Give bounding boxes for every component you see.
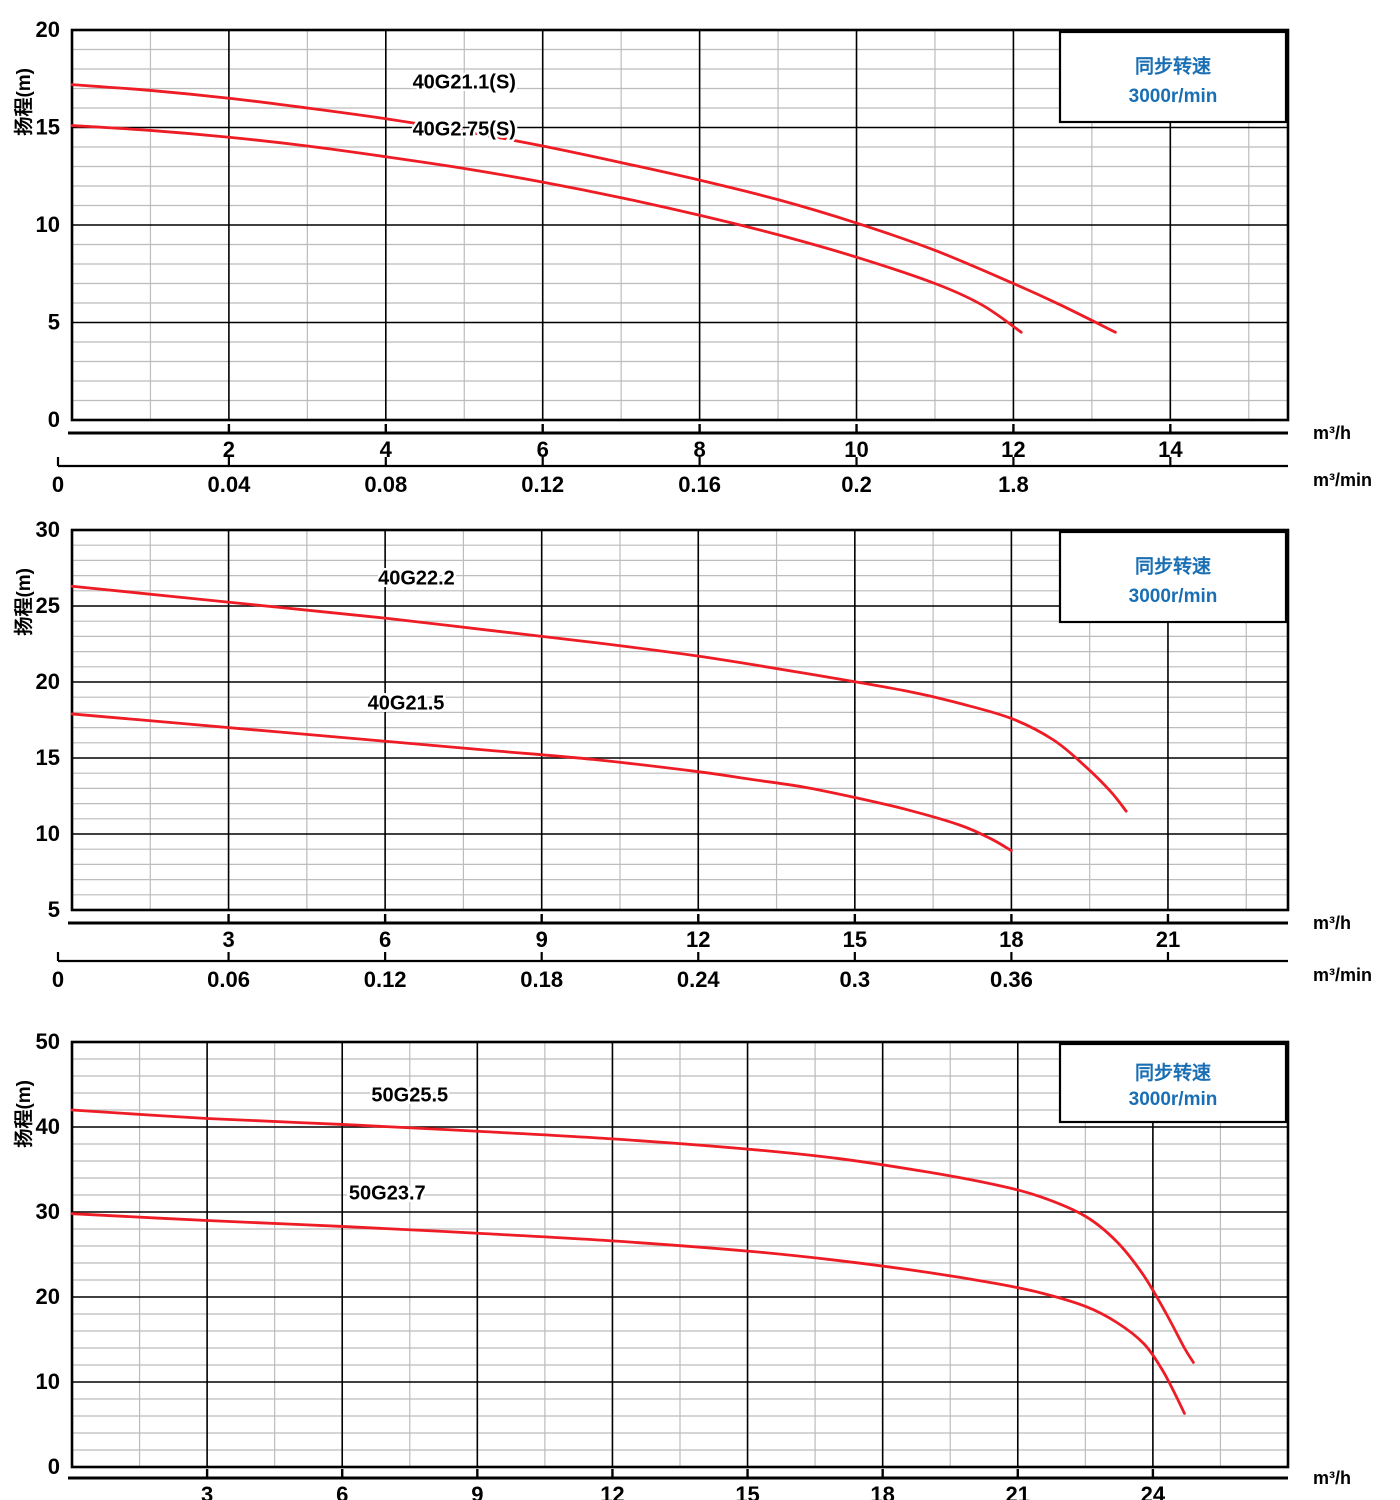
- x-tick-label-secondary: 0.12: [521, 472, 564, 497]
- curve-label-2: 40G21.5: [368, 692, 445, 714]
- curve-2: [70, 1212, 1186, 1415]
- plot-border: [70, 28, 1290, 422]
- x-tick-label-primary: 15: [735, 1482, 759, 1500]
- curve-label-1: 40G21.1(S): [413, 72, 516, 94]
- y-tick-label: 50: [36, 1029, 60, 1054]
- y-tick-label: 15: [36, 745, 60, 770]
- unit-label-primary: m³/h: [1313, 423, 1351, 443]
- chart-3: 同步转速3000r/min50G25.550G25.550G23.750G23.…: [12, 1029, 1351, 1500]
- plot-border: [70, 1040, 1290, 1469]
- legend-title: 同步转速: [1135, 1061, 1211, 1084]
- x-tick-label-primary: 9: [536, 927, 548, 952]
- svg-text:40G21.5: 40G21.5: [368, 692, 445, 714]
- unit-label-secondary: m³/min: [1313, 470, 1372, 490]
- x-tick-label-secondary: 0.2: [841, 472, 872, 497]
- y-tick-label: 30: [36, 1199, 60, 1224]
- x-tick-label-secondary: 0.24: [677, 967, 721, 992]
- legend-box: 同步转速 3000r/min: [1058, 30, 1288, 124]
- x-tick-label-primary: 18: [999, 927, 1023, 952]
- chart-block-3: 同步转速 3000r/min 50G25.5 50G25.5 50G23.7 50G23.…: [0, 1020, 1400, 1500]
- x-tick-label-secondary: 0.04: [207, 472, 251, 497]
- legend-box: 同步转速 3000r/min: [1058, 530, 1288, 624]
- svg-text:40G22.2: 40G22.2: [378, 568, 455, 590]
- x-tick-label-primary: 3: [222, 927, 234, 952]
- grid-major: [72, 1042, 1288, 1467]
- curve-1: [70, 584, 1128, 813]
- curve-label-2: 50G23.7: [349, 1182, 426, 1204]
- curve-label-1: 50G25.5: [371, 1085, 448, 1107]
- chart-block-2: 同步转速 3000r/min 40G22.2 40G22.2 40G21.5 40G21.…: [0, 500, 1400, 1000]
- plot-border: [70, 528, 1290, 912]
- x-tick-label-primary: 21: [1006, 1482, 1030, 1500]
- legend-title: 同步转速: [1135, 55, 1211, 78]
- y-tick-label: 25: [36, 593, 60, 618]
- y-tick-label: 30: [36, 517, 60, 542]
- x-tick-label-primary: 3: [201, 1482, 213, 1500]
- unit-label-primary: m³/h: [1313, 913, 1351, 933]
- unit-label-secondary: m³/min: [1313, 965, 1372, 985]
- y-axis-title: 扬程(m): [12, 1080, 35, 1148]
- y-tick-label: 10: [36, 821, 60, 846]
- chart-1: 同步转速3000r/min40G21.1(S)40G21.1(S)40G2.75…: [12, 17, 1372, 497]
- x-tick-label-primary: 9: [471, 1482, 483, 1500]
- x-tick-label-primary: 4: [380, 437, 393, 462]
- y-tick-label: 20: [36, 1284, 60, 1309]
- legend-value: 3000r/min: [1129, 1089, 1218, 1110]
- x-tick-label-secondary: 1.8: [998, 472, 1029, 497]
- unit-label-primary: m³/h: [1313, 1468, 1351, 1488]
- svg-text:50G25.5: 50G25.5: [371, 1085, 448, 1107]
- grid-minor: [72, 530, 1288, 910]
- x-tick-label-secondary: 0.16: [678, 472, 721, 497]
- y-axis-title: 扬程(m): [12, 68, 35, 136]
- y-tick-label: 10: [36, 1369, 60, 1394]
- legend-box: 同步转速 3000r/min: [1058, 1042, 1288, 1124]
- x-tick-label-secondary: 0.18: [520, 967, 563, 992]
- grid-major: [72, 30, 1288, 420]
- chart-2: 同步转速3000r/min40G22.240G22.240G21.540G21.…: [12, 517, 1372, 992]
- y-axis-title: 扬程(m): [12, 568, 35, 636]
- x-tick-label-primary: 21: [1156, 927, 1180, 952]
- x-tick-label-primary: 6: [537, 437, 549, 462]
- x-tick-label-primary: 12: [600, 1482, 624, 1500]
- x-tick-label-primary: 24: [1141, 1482, 1166, 1500]
- y-tick-label: 10: [36, 212, 60, 237]
- x-tick-label-secondary: 0.08: [364, 472, 407, 497]
- chart-block-1: 同步转速 3000r/min 40G21.1(S) 40G21.1(S) 40G2.75…: [0, 0, 1400, 500]
- x-tick-label-primary: 15: [843, 927, 867, 952]
- x-tick-label-secondary: 0: [52, 472, 64, 497]
- x-tick-label-secondary: 0.36: [990, 967, 1033, 992]
- y-tick-label: 5: [48, 897, 60, 922]
- svg-text:40G2.75(S): 40G2.75(S): [413, 118, 516, 140]
- curve-2: [70, 712, 1013, 853]
- curve-label-1: 40G22.2: [378, 568, 455, 590]
- x-tick-label-primary: 2: [223, 437, 235, 462]
- x-tick-label-primary: 18: [870, 1482, 894, 1500]
- x-tick-label-secondary: 0.12: [364, 967, 407, 992]
- x-tick-label-secondary: 0.06: [207, 967, 250, 992]
- legend-title: 同步转速: [1135, 555, 1211, 578]
- y-tick-label: 0: [48, 1454, 60, 1479]
- x-tick-label-secondary: 0: [52, 967, 64, 992]
- curve-1: [70, 83, 1117, 334]
- curve-1: [70, 1108, 1195, 1364]
- curve-2: [70, 124, 1023, 334]
- x-tick-label-primary: 8: [693, 437, 705, 462]
- y-tick-label: 15: [36, 115, 60, 140]
- x-tick-label-primary: 12: [686, 927, 710, 952]
- x-tick-label-primary: 6: [336, 1482, 348, 1500]
- svg-text:40G21.1(S): 40G21.1(S): [413, 72, 516, 94]
- y-tick-label: 40: [36, 1114, 60, 1139]
- curve-label-2: 40G2.75(S): [413, 118, 516, 140]
- y-tick-label: 5: [48, 310, 60, 335]
- y-tick-label: 0: [48, 407, 60, 432]
- x-tick-label-primary: 6: [379, 927, 391, 952]
- y-tick-label: 20: [36, 17, 60, 42]
- svg-text:50G23.7: 50G23.7: [349, 1182, 426, 1204]
- legend-value: 3000r/min: [1129, 586, 1218, 607]
- y-tick-label: 20: [36, 669, 60, 694]
- x-tick-label-secondary: 0.3: [840, 967, 871, 992]
- legend-value: 3000r/min: [1129, 86, 1218, 107]
